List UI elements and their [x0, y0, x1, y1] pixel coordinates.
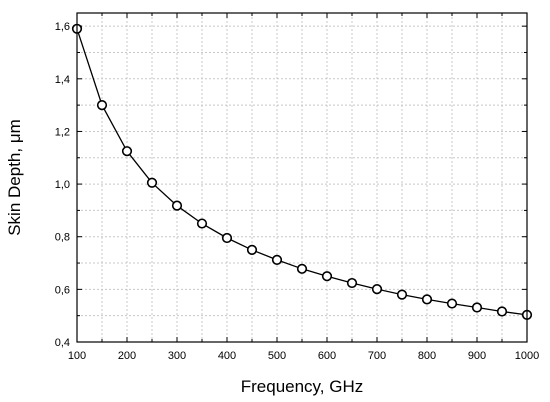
grid [77, 13, 527, 342]
data-point [171, 200, 183, 211]
x-tick-label: 500 [268, 350, 286, 362]
data-points [71, 23, 533, 320]
y-tick-label: 0,8 [55, 232, 70, 244]
data-point [446, 298, 458, 309]
x-tick-label: 700 [368, 350, 386, 362]
x-tick-label: 600 [318, 350, 336, 362]
y-tick-labels: 0,4 0,6 0,8 1,0 1,2 1,4 1,6 [55, 21, 70, 349]
data-point [496, 306, 508, 317]
data-point [346, 277, 358, 289]
y-tick-label: 1,0 [55, 179, 70, 191]
data-point [396, 289, 408, 300]
data-point [221, 232, 233, 244]
x-tick-label: 900 [468, 350, 486, 362]
plot-frame [76, 12, 528, 343]
y-tick-label: 0,6 [55, 284, 70, 296]
x-tick-label: 400 [218, 350, 236, 362]
x-axis-title: Frequency, GHz [241, 377, 364, 396]
y-tick-label: 1,4 [55, 74, 70, 86]
y-tick-label: 1,6 [55, 21, 70, 33]
data-point [96, 100, 108, 111]
data-point [271, 254, 283, 265]
data-point [121, 146, 133, 157]
y-tick-label: 1,2 [55, 126, 70, 138]
y-axis-title: Skin Depth, μm [5, 119, 24, 236]
data-point [371, 283, 383, 295]
x-tick-label: 200 [118, 350, 136, 362]
data-point [421, 294, 433, 305]
data-point [146, 177, 158, 188]
x-tick-label: 100 [68, 350, 86, 362]
x-tick-label: 1000 [515, 350, 539, 362]
data-point [296, 263, 308, 274]
x-tick-label: 800 [418, 350, 436, 362]
data-point [196, 218, 208, 229]
y-tick-label: 0,4 [55, 337, 70, 349]
data-point [471, 302, 483, 313]
x-tick-label: 300 [168, 350, 186, 362]
data-point [246, 244, 258, 255]
x-tick-labels: 100 200 300 400 500 600 700 800 900 1000 [68, 350, 539, 362]
data-point [321, 271, 333, 282]
